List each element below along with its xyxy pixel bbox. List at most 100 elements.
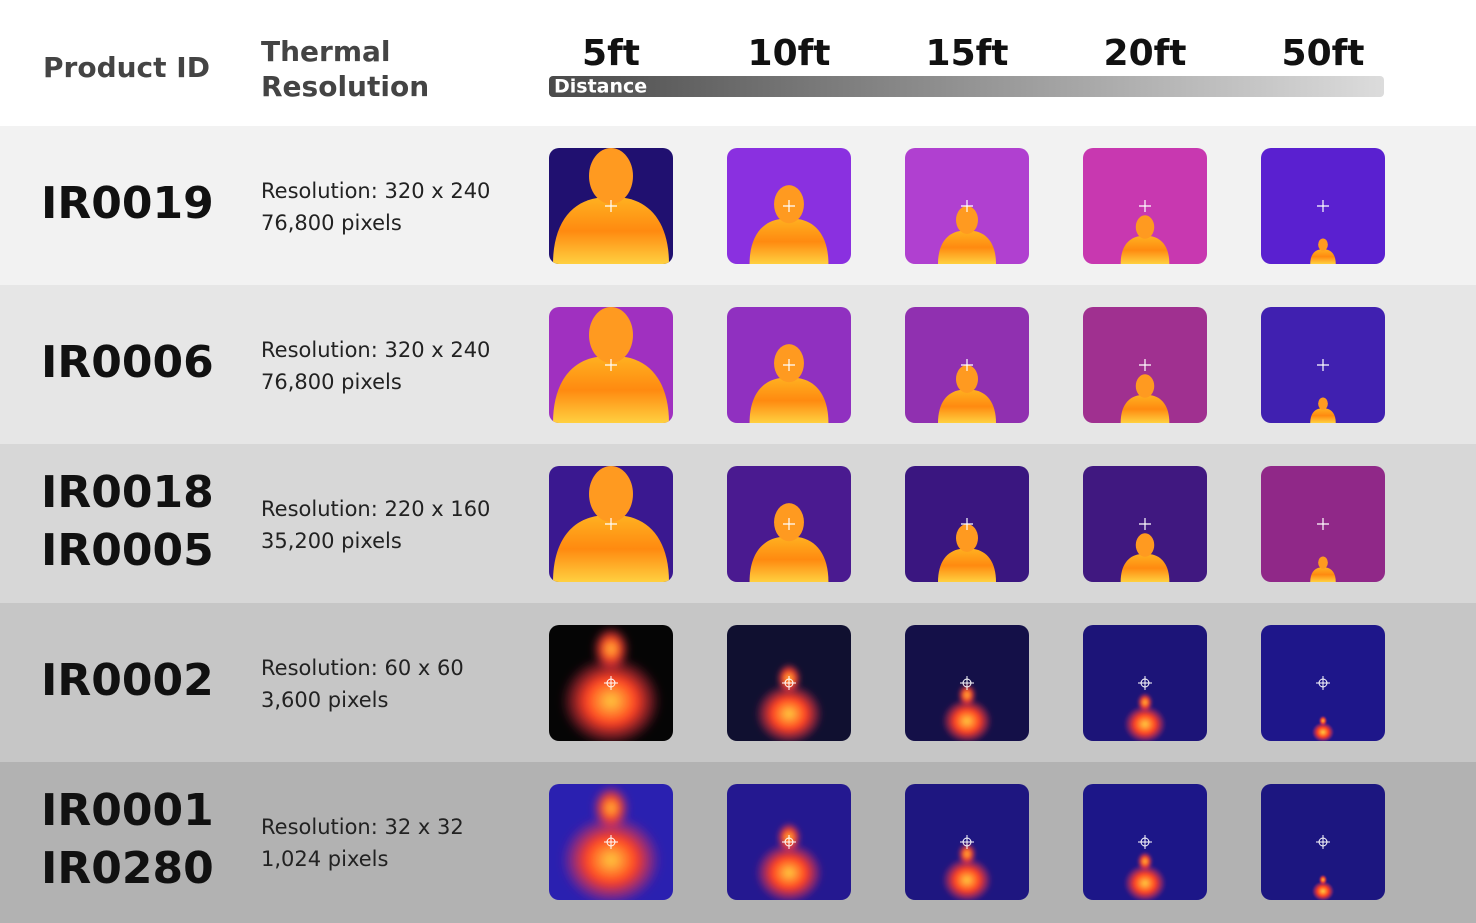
figure-head [1135, 533, 1155, 557]
crosshair [783, 200, 795, 212]
figure-body [1123, 705, 1167, 741]
thermal-image [727, 466, 851, 582]
figure-body [938, 549, 996, 582]
product-id: IR0018 [41, 467, 214, 518]
thermal-image [905, 307, 1029, 423]
figure-body [754, 842, 824, 900]
pixels: 35,200 pixels [261, 529, 402, 553]
figure-head [958, 843, 976, 865]
crosshair [960, 835, 974, 849]
crosshair [1139, 518, 1151, 530]
thermal-image [1083, 784, 1207, 900]
figure-head [1319, 874, 1327, 885]
figure-head [1135, 215, 1155, 239]
pixels: 3,600 pixels [261, 688, 388, 712]
header-product-id: Product ID [43, 51, 210, 84]
thermal-image [727, 307, 851, 423]
thermal-image [727, 784, 851, 900]
crosshair [604, 835, 618, 849]
figure-head [956, 365, 978, 393]
crosshair [782, 676, 796, 690]
thermal-image [549, 307, 673, 423]
thermal-image [549, 784, 673, 900]
figure [1120, 215, 1170, 264]
figure [938, 365, 996, 423]
figure [561, 627, 661, 741]
thermal-image [905, 466, 1029, 582]
distance-heading: 50ft [1282, 33, 1365, 74]
thermal-image [905, 784, 1029, 900]
figure-body [1120, 395, 1170, 423]
crosshair [604, 676, 618, 690]
figure-body [561, 656, 661, 741]
crosshair [1139, 200, 1151, 212]
figure [754, 822, 824, 900]
thermal-image [1261, 307, 1385, 423]
resolution: Resolution: 320 x 240 [261, 338, 490, 362]
crosshair [783, 518, 795, 530]
distance-heading: 5ft [582, 33, 640, 74]
figure-head [593, 786, 629, 830]
thermal-image [1261, 784, 1385, 900]
figure-body [553, 357, 669, 423]
crosshair [961, 200, 973, 212]
header-resolution: Resolution [261, 70, 429, 103]
thermal-image [1083, 307, 1207, 423]
figure-head [589, 307, 633, 363]
thermal-image [549, 148, 673, 264]
figure-body [1312, 881, 1334, 900]
crosshair [783, 359, 795, 371]
crosshair [1316, 676, 1330, 690]
crosshair [1317, 518, 1329, 530]
product-id: IR0005 [41, 525, 214, 576]
figure [1310, 556, 1336, 582]
figure-body [1310, 567, 1336, 582]
thermal-image [1083, 625, 1207, 741]
product-id: IR0001 [41, 785, 214, 836]
pixels: 76,800 pixels [261, 211, 402, 235]
figure-body [561, 815, 661, 900]
thermal-image [549, 625, 673, 741]
distance-label: Distance [554, 76, 647, 98]
thermal-image [1261, 466, 1385, 582]
crosshair [961, 359, 973, 371]
figure-body [749, 537, 829, 582]
figure-body [942, 857, 992, 900]
distance-bar [549, 76, 1384, 97]
figure-body [749, 219, 829, 264]
figure-body [1310, 249, 1336, 264]
figure-body [754, 683, 824, 741]
figure [1123, 693, 1167, 741]
crosshair [1138, 835, 1152, 849]
distance-heading: 15ft [926, 33, 1009, 74]
thermal-image [727, 625, 851, 741]
product-id: IR0280 [41, 843, 214, 894]
crosshair [960, 676, 974, 690]
figure [1123, 852, 1167, 900]
thermal-image [1083, 148, 1207, 264]
resolution: Resolution: 320 x 240 [261, 179, 490, 203]
figure-head [1137, 693, 1153, 712]
product-id: IR0019 [41, 178, 214, 229]
figure [1310, 397, 1336, 423]
figure-body [1310, 408, 1336, 423]
figure [561, 786, 661, 900]
figure [1120, 374, 1170, 423]
figure-head [1318, 238, 1328, 251]
figure-body [942, 698, 992, 741]
figure-body [938, 231, 996, 264]
product-id: IR0002 [41, 655, 214, 706]
pixels: 1,024 pixels [261, 847, 388, 871]
resolution: Resolution: 220 x 160 [261, 497, 490, 521]
figure [1310, 238, 1336, 264]
crosshair [605, 200, 617, 212]
figure-head [589, 148, 633, 204]
crosshair [605, 359, 617, 371]
thermal-image [905, 625, 1029, 741]
figure-head [589, 466, 633, 522]
header-bg [0, 0, 1476, 126]
figure-head [958, 684, 976, 706]
figure-body [1312, 722, 1334, 741]
figure-head [1318, 556, 1328, 569]
header-thermal: Thermal [261, 35, 391, 68]
